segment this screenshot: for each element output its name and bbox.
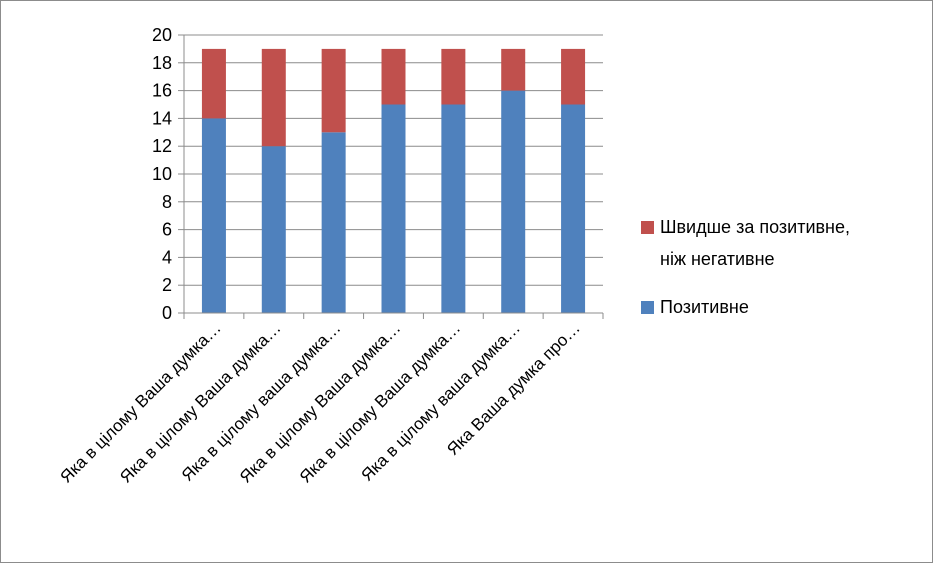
y-tick-label: 20 bbox=[152, 25, 172, 45]
y-tick-label: 8 bbox=[162, 192, 172, 212]
x-category-labels: Яка в цілому Ваша думка…Яка в цілому Ваш… bbox=[56, 318, 583, 486]
y-tick-label: 6 bbox=[162, 220, 172, 240]
y-tick-label: 16 bbox=[152, 81, 172, 101]
bar-pozytyvne-7 bbox=[561, 104, 586, 313]
bar-pozytyvne-2 bbox=[261, 146, 286, 313]
bar-shvydshe-4 bbox=[381, 48, 406, 105]
bar-pozytyvne-5 bbox=[441, 104, 466, 313]
bar-shvydshe-7 bbox=[561, 48, 586, 105]
y-tick-label: 4 bbox=[162, 247, 172, 267]
bar-pozytyvne-4 bbox=[381, 104, 406, 313]
axes bbox=[178, 34, 604, 319]
y-tick-label: 18 bbox=[152, 53, 172, 73]
legend-swatch bbox=[641, 301, 654, 314]
bar-shvydshe-5 bbox=[441, 48, 466, 105]
legend-label: Швидше за позитивне, bbox=[660, 217, 850, 237]
legend: Швидше за позитивне, ніж негативне Позитив… bbox=[641, 217, 850, 317]
y-tick-labels: 0 2 4 6 8 10 12 14 16 18 20 bbox=[152, 25, 172, 323]
legend-label: Позитивне bbox=[660, 297, 749, 317]
bar-shvydshe-2 bbox=[261, 48, 286, 147]
y-tick-label: 12 bbox=[152, 136, 172, 156]
y-tick-label: 0 bbox=[162, 303, 172, 323]
bar-pozytyvne-1 bbox=[201, 118, 226, 314]
legend-label: ніж негативне bbox=[660, 249, 775, 269]
bar-pozytyvne-3 bbox=[321, 132, 346, 313]
y-tick-label: 14 bbox=[152, 108, 172, 128]
legend-swatch bbox=[641, 221, 654, 234]
bar-pozytyvne-6 bbox=[501, 90, 526, 313]
bar-shvydshe-3 bbox=[321, 48, 346, 133]
bars bbox=[201, 48, 586, 314]
y-tick-label: 2 bbox=[162, 275, 172, 295]
bar-shvydshe-1 bbox=[201, 48, 226, 119]
y-tick-label: 10 bbox=[152, 164, 172, 184]
bar-shvydshe-6 bbox=[501, 48, 526, 91]
